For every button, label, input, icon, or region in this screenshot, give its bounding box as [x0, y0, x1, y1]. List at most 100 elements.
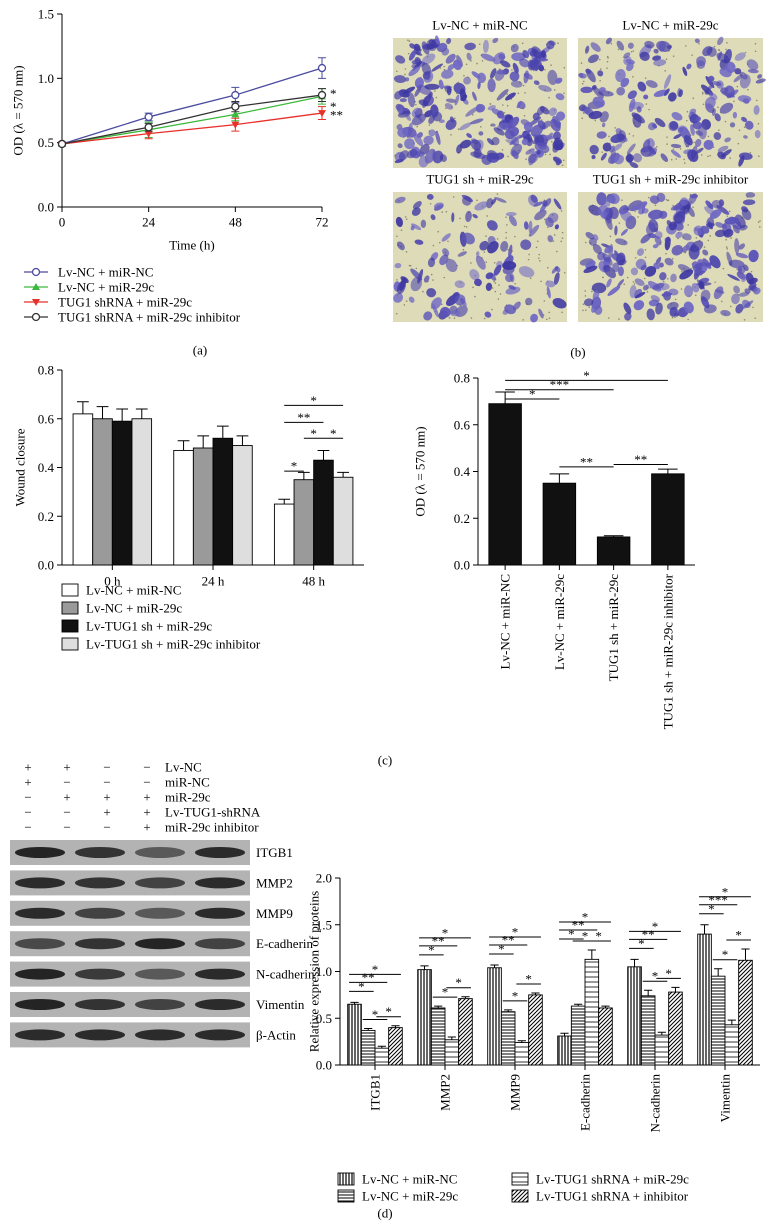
protein-label: Vimentin [256, 997, 305, 1012]
cell [655, 302, 663, 315]
pore [736, 268, 738, 270]
cell [698, 280, 705, 289]
cell [668, 92, 677, 102]
pore [674, 316, 676, 319]
pore [422, 290, 424, 293]
cell [493, 127, 505, 136]
cell [716, 52, 730, 64]
cell [407, 92, 416, 108]
cell [445, 98, 457, 103]
pore [524, 92, 526, 94]
cell [620, 78, 630, 88]
cell [406, 148, 418, 159]
pore [472, 286, 474, 289]
pore [634, 257, 637, 259]
cell [668, 221, 677, 231]
pore [395, 312, 398, 315]
cell [527, 153, 538, 164]
cell [590, 42, 601, 52]
error-bar [574, 1003, 583, 1007]
cell [528, 224, 540, 237]
blot-band [195, 847, 245, 858]
legend-label: Lv-TUG1 shRNA + miR-29c [536, 1172, 689, 1187]
significance: * [525, 972, 532, 987]
pore [713, 45, 716, 48]
significance: * [372, 1007, 379, 1022]
cell [726, 251, 733, 266]
pore [695, 237, 698, 239]
cell [552, 298, 567, 309]
cell [454, 280, 465, 289]
pore [621, 199, 623, 201]
cell [714, 113, 721, 122]
cell [451, 212, 455, 223]
cell [555, 77, 563, 84]
cell [435, 35, 440, 45]
blot-band [75, 938, 125, 950]
cell [673, 133, 682, 139]
cell [626, 62, 634, 72]
cell [718, 199, 725, 207]
y-tick-label: 0.0 [454, 558, 470, 573]
bar [232, 445, 253, 566]
pore [453, 117, 456, 120]
cell [648, 209, 664, 220]
cell [554, 224, 559, 230]
cell [620, 228, 628, 236]
cell [585, 231, 595, 240]
cell [695, 116, 701, 122]
cell [656, 192, 666, 202]
pore [618, 222, 621, 224]
pore [750, 270, 753, 273]
pore [506, 104, 509, 107]
pore [707, 135, 710, 138]
pore [737, 142, 740, 145]
pore [415, 267, 418, 270]
cell [700, 84, 714, 96]
cell [479, 240, 489, 251]
cell [430, 214, 436, 221]
cell [456, 144, 463, 154]
cell [602, 142, 612, 152]
pore [628, 133, 631, 135]
pore [396, 279, 398, 281]
legend-swatch [61, 619, 79, 633]
significance: * [512, 988, 519, 1003]
cell [454, 94, 460, 106]
cell [737, 95, 752, 103]
y-tick-label: 1.0 [316, 964, 332, 979]
bar [313, 459, 334, 566]
pore [729, 157, 731, 159]
cell [717, 145, 729, 153]
cell [734, 238, 740, 254]
legend-swatch [61, 637, 79, 651]
cell [548, 107, 558, 116]
condition-sign: − [103, 760, 110, 775]
pore [607, 317, 610, 319]
pore [517, 92, 520, 95]
condition-sign: + [103, 805, 110, 820]
protein-label: ITGB1 [256, 845, 293, 860]
cell [593, 234, 599, 241]
marker [231, 90, 240, 100]
protein-label: N-cadherin [256, 967, 315, 982]
bar [444, 1039, 460, 1066]
pore [492, 287, 494, 289]
pore [522, 319, 524, 321]
cell [630, 205, 636, 212]
pore [550, 64, 552, 66]
cell [464, 42, 476, 51]
legend-label: Lv-NC + miR-29c [58, 280, 154, 295]
cell [608, 193, 620, 205]
pore [707, 155, 709, 158]
pore [485, 261, 488, 264]
cell [408, 296, 415, 303]
cell [717, 151, 726, 160]
pore [665, 252, 667, 255]
cell [428, 129, 436, 137]
pore [538, 260, 541, 262]
cell [724, 137, 731, 143]
pore [703, 246, 706, 248]
cell [477, 81, 481, 90]
cell [487, 105, 496, 111]
